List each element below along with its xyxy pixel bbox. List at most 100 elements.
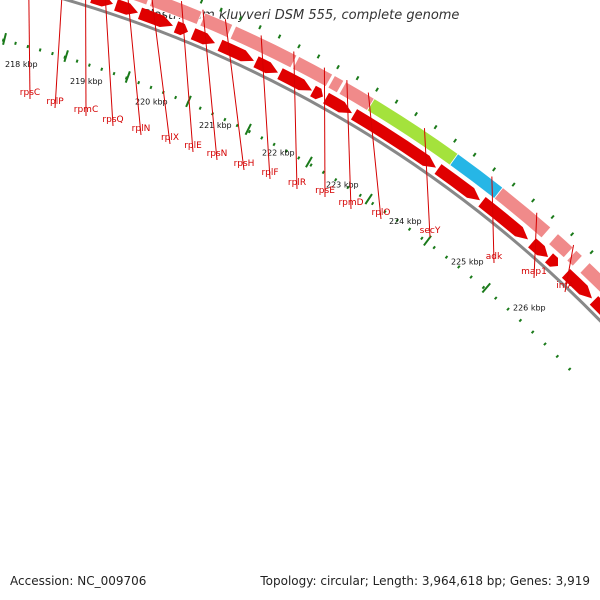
gene-label-rplO: rplO (372, 208, 391, 218)
gene-leader-line (491, 176, 495, 264)
gene-segment (327, 74, 345, 94)
lower-tick (26, 44, 30, 49)
gene-label-secY: secY (420, 226, 441, 236)
lower-tick (272, 142, 276, 147)
lower-tick (407, 227, 412, 232)
upper-tick (433, 124, 438, 130)
gene-label-map1: map1 (521, 267, 547, 277)
upper-tick (589, 250, 594, 255)
lower-tick (87, 63, 91, 67)
cds-arrow-layer (81, 0, 600, 315)
lower-tick (334, 177, 338, 182)
upper-tick (199, 0, 204, 4)
gene-track-layer (131, 0, 600, 293)
kbp-major-tick (124, 70, 131, 83)
gene-segment (579, 262, 600, 293)
gene-label-rpsN: rpsN (207, 149, 228, 159)
upper-tick (453, 138, 458, 143)
lower-tick (518, 318, 523, 323)
accession-text: Accession: NC_009706 (10, 574, 147, 588)
upper-tick (297, 44, 301, 49)
cds-arrow (561, 269, 592, 299)
kbp-major-tick (2, 32, 7, 45)
lower-tick (358, 193, 362, 198)
upper-tick (336, 64, 340, 70)
lower-tick (543, 342, 547, 346)
cds-arrow (350, 109, 436, 168)
lower-tick (567, 367, 572, 371)
lower-tick (75, 59, 79, 63)
lower-tick (235, 123, 239, 128)
kbp-label: 220 kbp (135, 97, 168, 106)
lower-tick (247, 129, 252, 134)
lower-tick (321, 170, 325, 175)
cds-arrow (190, 28, 215, 45)
kbp-label: 218 kbp (5, 60, 38, 69)
lower-tick (149, 85, 153, 90)
upper-tick (394, 99, 399, 104)
kbp-label: 224 kbp (389, 217, 422, 226)
upper-tick (277, 34, 282, 39)
lower-tick (137, 80, 141, 85)
gene-label-rplF: rplF (261, 168, 278, 178)
kbp-major-tick (63, 50, 69, 63)
gene-segment (199, 12, 234, 38)
gene-leader-line (127, 0, 142, 136)
gene-leader-line (293, 51, 298, 190)
lower-tick (260, 136, 264, 140)
lower-tick (346, 185, 350, 190)
gene-label-rpsH: rpsH (234, 159, 255, 169)
gene-label-rpmD: rpmD (338, 198, 363, 208)
cds-arrow (434, 164, 480, 201)
gene-leader-line (28, 0, 31, 100)
lower-tick (493, 296, 498, 300)
lower-tick (100, 67, 104, 72)
lower-tick (38, 48, 42, 52)
gene-leader-line (180, 1, 194, 153)
cds-arrow (217, 39, 254, 62)
kbp-major-tick (423, 235, 432, 247)
upper-tick (414, 111, 418, 117)
gene-leader-line (202, 9, 218, 161)
kbp-label: 222 kbp (262, 149, 295, 158)
gene-leader-line (151, 0, 171, 145)
gene-label-rplP: rplP (46, 97, 64, 107)
kbp-major-tick (244, 123, 252, 136)
cds-arrow (173, 21, 188, 36)
gene-label-rpmC: rpmC (74, 105, 98, 115)
kbp-label: 225 kbp (451, 257, 484, 266)
lower-tick (395, 218, 399, 223)
upper-tick (219, 7, 223, 12)
upper-tick (492, 167, 497, 172)
kbp-major-tick (481, 282, 491, 294)
gene-label-rplX: rplX (161, 133, 179, 143)
upper-tick (355, 75, 360, 81)
kbp-major-tick (185, 95, 192, 108)
lower-tick (124, 76, 128, 80)
lower-tick (112, 71, 116, 76)
lower-tick (481, 285, 486, 290)
gene-label-rpsQ: rpsQ (102, 115, 123, 125)
upper-tick (472, 152, 477, 157)
kbp-major-tick (305, 156, 313, 168)
gene-label-rplE: rplE (184, 141, 202, 151)
gene-leader-line (367, 92, 382, 220)
kbp-label: 223 kbp (326, 181, 359, 190)
cds-arrow (544, 253, 558, 267)
gene-segment (229, 25, 298, 69)
cds-arrow (253, 56, 278, 74)
gene-leader-line (564, 244, 575, 293)
upper-tick (316, 54, 321, 59)
genome-backbone (61, 0, 600, 323)
gene-leader-line (224, 19, 245, 171)
upper-tick (238, 16, 243, 21)
lower-tick (469, 275, 473, 279)
cds-arrow (528, 238, 548, 257)
lower-tick (370, 201, 375, 206)
upper-tick (570, 232, 575, 237)
lower-tick (198, 106, 202, 110)
backbone-layer (61, 0, 600, 323)
genome-summary: Topology: circular; Length: 3,964,618 bp… (260, 574, 590, 588)
